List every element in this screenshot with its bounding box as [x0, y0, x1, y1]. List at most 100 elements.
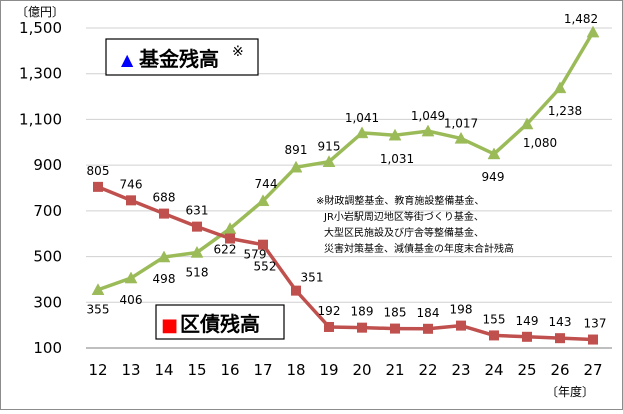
legend-bond-label: 区債残高: [180, 312, 260, 336]
data-label: 406: [120, 293, 143, 307]
x-unit-label: 〔年度〕: [546, 384, 594, 399]
data-point: [258, 239, 268, 250]
series-line: [97, 31, 595, 292]
data-point: [421, 124, 435, 137]
x-tick-label: 24: [484, 361, 503, 379]
x-tick-label: 18: [286, 361, 305, 379]
data-point: [93, 181, 103, 192]
data-label: 949: [482, 170, 505, 184]
data-label: 805: [87, 164, 110, 178]
data-point: [553, 81, 567, 94]
data-label: 631: [186, 204, 209, 218]
data-label: 184: [417, 306, 440, 320]
data-point: [126, 195, 136, 206]
x-tick-label: 27: [583, 361, 602, 379]
data-point: [124, 271, 138, 284]
data-point: [423, 323, 433, 334]
data-label: 891: [285, 143, 308, 157]
footnote: ※財政調整基金、教育施設整備基金、 JR小岩駅周辺地区等街づくり基金、 大型区民…: [316, 194, 514, 255]
y-tick-label: 100: [33, 339, 62, 357]
footnote-line-2: JR小岩駅周辺地区等街づくり基金、: [323, 210, 484, 223]
data-label: 1,049: [411, 109, 445, 123]
data-label: 552: [254, 260, 277, 274]
data-point: [522, 331, 532, 342]
x-tick-label: 17: [253, 361, 272, 379]
data-label: 518: [186, 265, 209, 279]
data-point: [324, 321, 334, 332]
series-line: [97, 185, 594, 342]
legend-bond: ■ 区債残高: [155, 304, 285, 340]
data-label: 143: [549, 315, 572, 329]
x-tick-label: 23: [451, 361, 470, 379]
y-tick-label: 300: [33, 293, 62, 311]
data-label: 744: [255, 177, 278, 191]
footnote-line-3: 大型区民施設及び庁舎等整備基金、: [324, 226, 484, 239]
x-tick-label: 12: [88, 361, 107, 379]
series-layer: [91, 25, 600, 345]
x-tick-label: 20: [352, 361, 371, 379]
y-tick-label: 1,500: [19, 19, 62, 37]
data-label: 1,080: [523, 136, 557, 150]
data-label: 137: [584, 317, 607, 331]
x-tick-label: 13: [121, 361, 140, 379]
footnote-line-4: 災害対策基金、減債基金の年度末合計残高: [324, 242, 514, 255]
y-tick-labels: 100 300 500 700 900 1,100 1,300 1,500: [19, 19, 62, 357]
data-point: [355, 126, 369, 139]
y-tick-label: 700: [33, 202, 62, 220]
x-tick-label: 22: [418, 361, 437, 379]
data-point: [289, 160, 303, 173]
legend-bond-box: [155, 304, 285, 340]
y-tick-label: 900: [33, 156, 62, 174]
data-point: [454, 131, 468, 144]
x-tick-label: 14: [154, 361, 173, 379]
data-point: [225, 233, 235, 244]
data-point: [157, 250, 171, 263]
legend-fund-label: 基金残高: [139, 47, 219, 71]
y-tick-label: 500: [33, 248, 62, 266]
x-tick-label: 21: [385, 361, 404, 379]
data-label: 1,031: [380, 152, 414, 166]
data-label: 351: [301, 271, 324, 285]
data-point: [291, 285, 301, 296]
data-point: [555, 333, 565, 344]
data-point: [159, 208, 169, 219]
data-point: [190, 245, 204, 258]
data-label: 155: [483, 312, 506, 326]
x-tick-label: 15: [187, 361, 206, 379]
data-label: 498: [153, 272, 176, 286]
data-label: 1,482: [564, 12, 598, 26]
x-tick-label: 25: [517, 361, 536, 379]
x-tick-labels: 12 13 14 15 16 17 18 19 20 21 22 23 24 25 26 27: [88, 361, 602, 379]
data-point: [357, 322, 367, 333]
data-label: 192: [318, 304, 341, 318]
data-label: 579: [244, 248, 267, 262]
data-label: 915: [318, 140, 341, 154]
x-tick-label: 19: [319, 361, 338, 379]
y-tick-label: 1,100: [19, 110, 62, 128]
data-point: [520, 117, 534, 130]
x-tick-label: 26: [550, 361, 569, 379]
y-unit-label: 〔億円〕: [16, 5, 64, 19]
data-point: [456, 320, 466, 331]
data-label: 185: [384, 306, 407, 320]
legend-bond-marker: ■: [161, 315, 178, 336]
data-point: [390, 323, 400, 334]
legend-fund: ▲ 基金残高 ※: [105, 38, 259, 76]
x-tick-label: 16: [220, 361, 239, 379]
data-label: 1,017: [444, 116, 478, 130]
data-label: 355: [87, 303, 110, 317]
data-label: 746: [120, 177, 143, 191]
data-label: 1,238: [548, 104, 582, 118]
data-point: [588, 334, 598, 345]
data-point: [256, 194, 270, 207]
data-label: 688: [153, 191, 176, 205]
data-label: 622: [214, 243, 237, 257]
data-point: [388, 128, 402, 141]
y-tick-label: 1,300: [19, 65, 62, 83]
legend-fund-note-mark: ※: [232, 44, 244, 60]
data-point: [322, 155, 336, 167]
grid: [86, 27, 612, 349]
